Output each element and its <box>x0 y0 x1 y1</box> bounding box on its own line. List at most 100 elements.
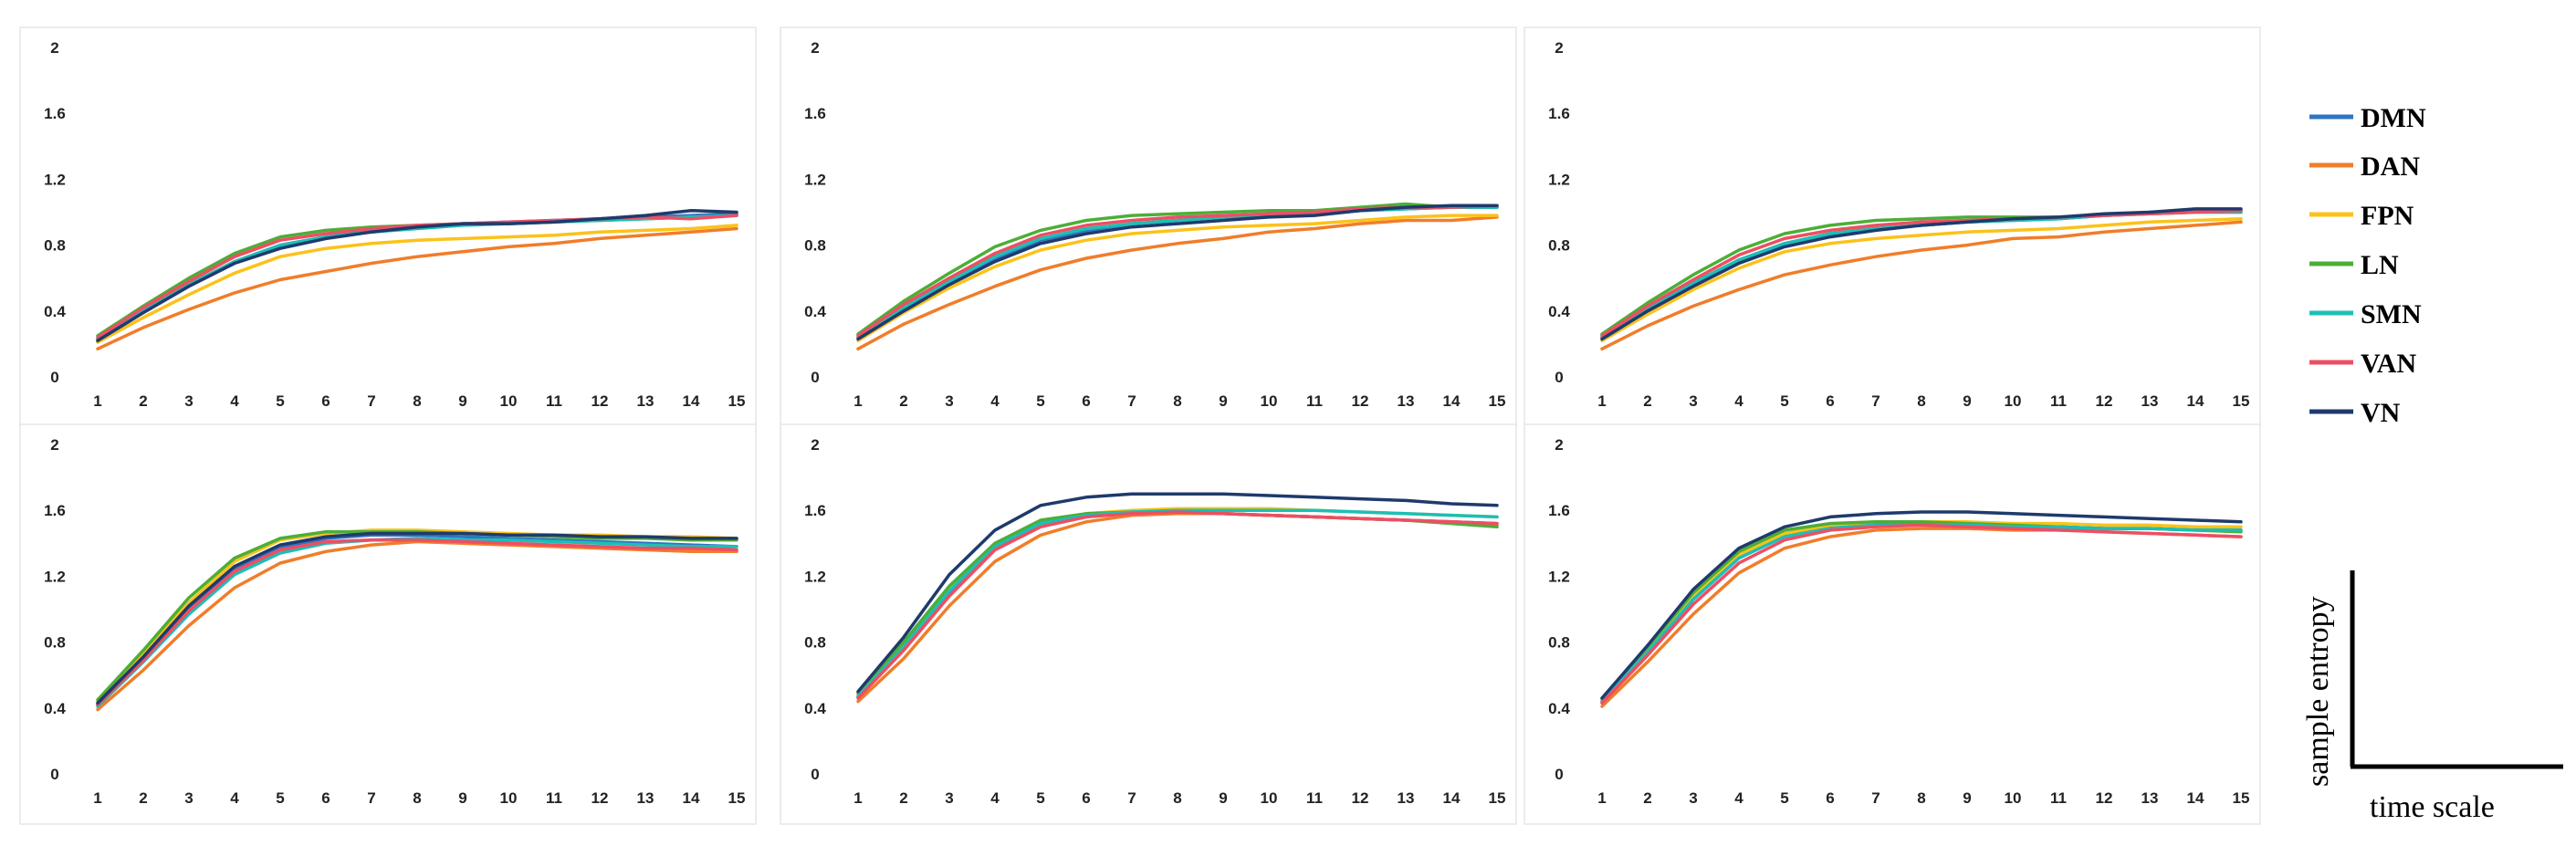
x-tick-label: 8 <box>1917 789 1925 807</box>
x-tick-label: 8 <box>413 392 421 410</box>
x-tick-label: 8 <box>1173 789 1181 807</box>
legend-label-dmn: DMN <box>2361 103 2426 133</box>
series-line-fpn <box>1600 216 2243 343</box>
x-tick-label: 9 <box>1963 392 1971 410</box>
x-tick-label: 7 <box>1127 789 1136 807</box>
y-tick-label: 0.8 <box>804 634 826 652</box>
x-tick-label: 2 <box>899 392 907 410</box>
x-tick-label: 3 <box>945 789 953 807</box>
x-tick-label: 5 <box>276 789 284 807</box>
x-tick-label: 15 <box>728 789 746 807</box>
x-tick-label: 3 <box>945 392 953 410</box>
x-tick-label: 12 <box>592 392 609 410</box>
x-tick-label: 2 <box>1643 392 1651 410</box>
legend-item-vn: VN <box>2309 398 2401 428</box>
y-tick-label: 0.4 <box>44 700 66 717</box>
x-tick-label: 11 <box>1306 789 1323 807</box>
x-tick-label: 10 <box>1261 392 1278 410</box>
x-tick-label: 3 <box>184 392 193 410</box>
x-tick-label: 10 <box>500 392 518 410</box>
y-tick-label: 2 <box>50 436 58 454</box>
x-tick-label: 5 <box>1036 392 1044 410</box>
x-tick-label: 6 <box>321 789 330 807</box>
x-tick-label: 12 <box>592 789 609 807</box>
series-line-vn <box>856 492 1499 694</box>
x-tick-label: 13 <box>1398 789 1415 807</box>
x-tick-label: 5 <box>1036 789 1044 807</box>
y-tick-label: 1.2 <box>44 568 66 585</box>
x-tick-label: 10 <box>2005 789 2022 807</box>
y-tick-label: 0 <box>1555 766 1563 783</box>
x-tick-label: 7 <box>367 392 375 410</box>
x-tick-label: 9 <box>1219 789 1227 807</box>
x-tick-label: 4 <box>1734 789 1744 807</box>
x-tick-label: 11 <box>1306 392 1323 410</box>
x-tick-label: 9 <box>458 392 466 410</box>
y-tick-label: 0 <box>50 766 58 783</box>
x-tick-label: 2 <box>139 392 147 410</box>
x-tick-label: 13 <box>2141 392 2159 410</box>
series-line-dan <box>1600 220 2243 351</box>
x-tick-label: 5 <box>1780 392 1788 410</box>
series-line-dan <box>96 539 738 712</box>
legend-item-dmn: DMN <box>2309 103 2426 133</box>
legend: DMN DAN FPN LN SMN VAN VN <box>2309 103 2426 428</box>
x-tick-label: 4 <box>230 789 239 807</box>
legend-label-vn: VN <box>2361 398 2401 428</box>
y-tick-label: 1.6 <box>44 105 66 122</box>
x-tick-label: 15 <box>728 392 746 410</box>
y-tick-label: 0 <box>50 369 58 386</box>
legend-item-smn: SMN <box>2309 299 2422 329</box>
x-tick-label: 11 <box>546 789 562 807</box>
y-tick-label: 1.6 <box>1548 105 1570 122</box>
x-tick-label: 7 <box>367 789 375 807</box>
series-line-smn <box>96 537 738 708</box>
x-tick-label: 11 <box>2050 789 2067 807</box>
panel-top-middle: 00.40.81.21.621 2 3 4 5 6 7 8 9 10 11 12 13 14 15 <box>780 26 1517 428</box>
x-tick-label: 10 <box>1261 789 1278 807</box>
x-tick-label: 7 <box>1871 789 1880 807</box>
x-tick-label: 6 <box>1826 789 1834 807</box>
y-tick-label: 0.8 <box>44 237 66 255</box>
x-tick-label: 4 <box>990 392 1000 410</box>
x-tick-label: 6 <box>1082 789 1090 807</box>
x-tick-label: 8 <box>413 789 421 807</box>
x-tick-label: 12 <box>1352 789 1369 807</box>
series-line-fpn <box>856 214 1499 343</box>
x-tick-label: 1 <box>853 789 862 807</box>
series-line-vn <box>96 531 738 705</box>
x-tick-label: 14 <box>2187 392 2204 410</box>
x-tick-label: 1 <box>93 789 101 807</box>
x-tick-label: 14 <box>683 789 700 807</box>
x-tick-label: 7 <box>1871 392 1880 410</box>
panel-frame <box>1524 423 2261 825</box>
y-tick-label: 0.8 <box>44 634 66 652</box>
y-tick-label: 1.6 <box>1548 502 1570 519</box>
panel-top-right: 00.40.81.21.621 2 3 4 5 6 7 8 9 10 11 12 13 14 15 <box>1524 26 2261 428</box>
y-tick-label: 0.4 <box>1548 700 1570 717</box>
series-line-ln <box>856 202 1499 336</box>
y-tick-label: 0.4 <box>804 700 826 717</box>
series-line-van <box>1600 208 2243 338</box>
y-tick-label: 2 <box>811 436 819 454</box>
x-tick-label: 3 <box>184 789 193 807</box>
y-tick-label: 1.6 <box>804 105 826 122</box>
x-tick-label: 4 <box>1734 392 1744 410</box>
legend-item-van: VAN <box>2309 349 2416 379</box>
x-tick-label: 1 <box>1597 789 1606 807</box>
x-tick-label: 1 <box>93 392 101 410</box>
panel-bottom-right: 00.40.81.21.621 2 3 4 5 6 7 8 9 10 11 12 13 14 15 <box>1524 423 2261 825</box>
legend-item-ln: LN <box>2309 250 2399 280</box>
x-tick-label: 14 <box>1443 789 1461 807</box>
x-tick-label: 11 <box>2050 392 2067 410</box>
x-tick-label: 9 <box>458 789 466 807</box>
x-tick-label: 6 <box>1826 392 1834 410</box>
series-line-van <box>96 538 738 706</box>
y-tick-label: 1.2 <box>804 568 826 585</box>
y-tick-label: 1.2 <box>804 171 826 188</box>
panel-frame <box>780 423 1517 825</box>
panel-bottom-middle: 00.40.81.21.621 2 3 4 5 6 7 8 9 10 11 12 13 14 15 <box>780 423 1517 825</box>
legend-label-dan: DAN <box>2361 151 2420 182</box>
x-tick-label: 1 <box>1597 392 1606 410</box>
